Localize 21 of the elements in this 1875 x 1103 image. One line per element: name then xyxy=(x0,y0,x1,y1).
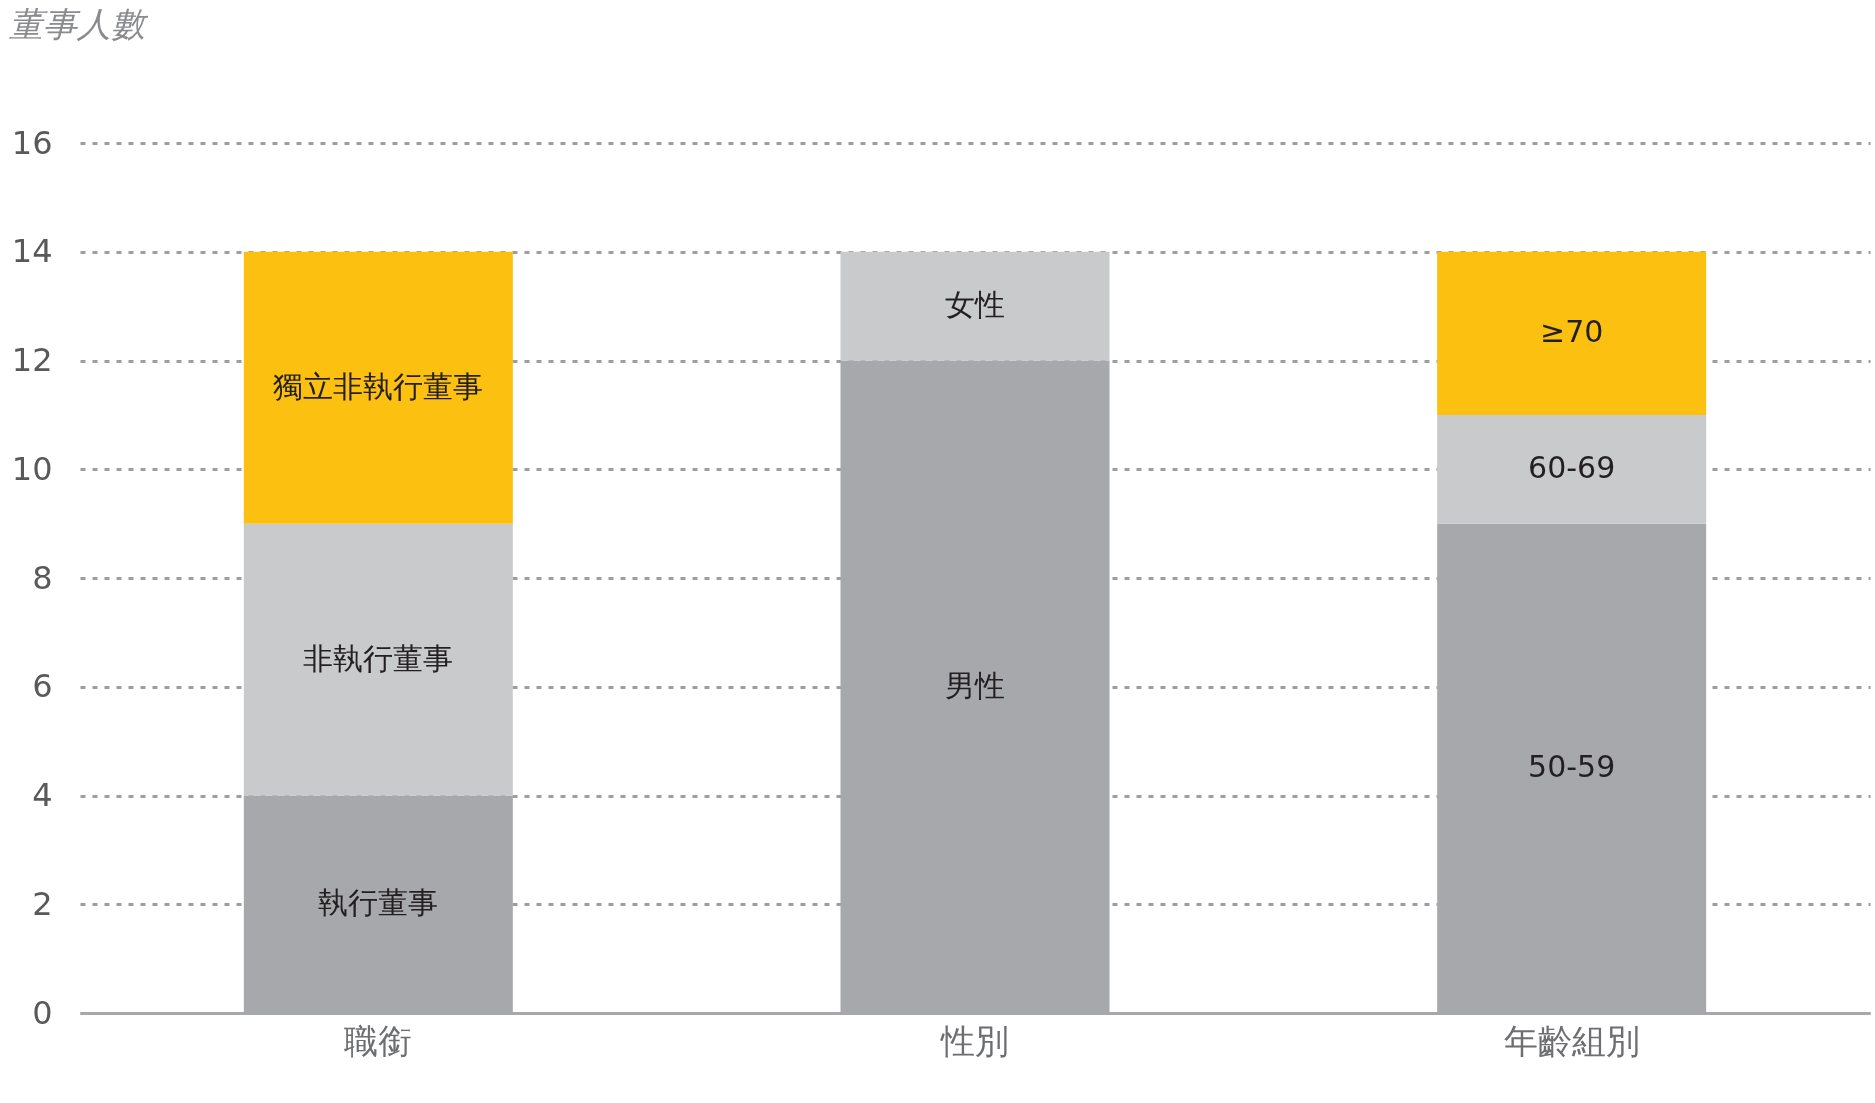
series-label: 執行董事 xyxy=(318,885,439,921)
series-label: 非執行董事 xyxy=(303,640,454,676)
series-label: 獨立非執行董事 xyxy=(273,368,484,404)
y-tick-label: 0 xyxy=(32,993,53,1032)
y-tick-label: 6 xyxy=(32,667,53,706)
x-tick-label: 職銜 xyxy=(344,1020,413,1061)
y-tick-label: 14 xyxy=(11,232,53,271)
series-label: 50-59 xyxy=(1528,749,1616,785)
y-tick-label: 10 xyxy=(11,449,53,488)
y-tick-label: 4 xyxy=(32,776,53,814)
y-tick-label: 8 xyxy=(32,558,53,597)
y-tick-label: 2 xyxy=(32,884,53,923)
series-label: 60-69 xyxy=(1528,450,1616,486)
y-axis-title: 董事人數 xyxy=(8,3,149,44)
series-label: 女性 xyxy=(945,287,1005,323)
series-label: ≥70 xyxy=(1540,314,1604,350)
y-tick-label: 16 xyxy=(11,123,53,162)
y-tick-label: 12 xyxy=(11,341,53,379)
x-tick-label: 性別 xyxy=(940,1020,1009,1061)
x-tick-label: 年齡組別 xyxy=(1503,1020,1640,1061)
series-label: 男性 xyxy=(945,667,1005,703)
